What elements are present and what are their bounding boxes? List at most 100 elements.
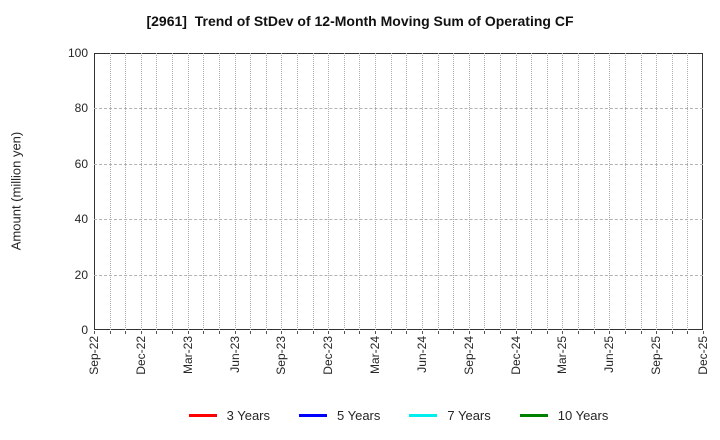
- legend-entry-10-years: 10 Years: [519, 408, 608, 423]
- x-tick-mark: [359, 331, 361, 334]
- x-tick-mark: [671, 331, 673, 334]
- gridline-vertical: [109, 53, 111, 330]
- x-tick-mark: [421, 331, 423, 334]
- x-tick-label: Dec-22: [133, 336, 148, 375]
- x-tick-mark: [515, 331, 517, 334]
- x-tick-mark: [125, 331, 127, 334]
- x-tick-mark: [468, 331, 470, 334]
- legend-label: 7 Years: [447, 408, 491, 423]
- gridline-vertical: [281, 53, 283, 330]
- gridline-vertical: [156, 53, 158, 330]
- gridline-vertical: [218, 53, 220, 330]
- x-tick-label: Sep-24: [461, 336, 476, 375]
- x-tick-mark: [562, 331, 564, 334]
- x-tick-mark: [343, 331, 345, 334]
- gridline-vertical: [187, 53, 189, 330]
- y-axis-label: Amount (million yen): [8, 131, 24, 251]
- x-tick-label: Sep-22: [87, 336, 101, 375]
- x-tick-mark: [297, 331, 298, 334]
- x-tick-mark: [484, 331, 486, 334]
- gridline-vertical: [203, 53, 205, 330]
- x-tick-mark: [624, 331, 626, 334]
- x-tick-mark: [687, 331, 689, 334]
- gridline-vertical: [140, 53, 142, 330]
- x-tick-mark: [656, 331, 658, 334]
- gridline-vertical: [468, 53, 470, 330]
- x-tick-mark: [203, 331, 205, 334]
- legend: 3 Years 5 Years 7 Years 10 Years: [94, 408, 703, 423]
- gridline-vertical: [437, 53, 439, 330]
- x-tick-mark: [640, 331, 642, 334]
- x-tick-mark: [593, 331, 595, 334]
- gridline-vertical: [234, 53, 236, 330]
- gridline-vertical: [671, 53, 673, 330]
- gridline-vertical: [265, 53, 267, 330]
- x-tick-mark: [703, 331, 704, 334]
- x-tick-mark: [406, 331, 408, 334]
- y-tick-label: 60: [74, 156, 88, 171]
- x-tick-mark: [281, 331, 283, 334]
- x-tick-label: Sep-25: [649, 336, 664, 375]
- gridline-vertical: [125, 53, 127, 330]
- gridline-vertical: [297, 53, 298, 330]
- x-tick-mark: [390, 331, 392, 334]
- x-tick-label: Mar-25: [555, 336, 570, 375]
- x-tick-label: Jun-23: [227, 336, 242, 373]
- x-tick-mark: [453, 331, 455, 334]
- gridline-vertical: [500, 53, 501, 330]
- gridline-vertical: [546, 53, 548, 330]
- x-tick-label: Jun-25: [602, 336, 617, 373]
- x-tick-label: Sep-23: [274, 336, 289, 375]
- x-tick-mark: [500, 331, 501, 334]
- x-tick-mark: [546, 331, 548, 334]
- x-tick-mark: [156, 331, 158, 334]
- x-tick-mark: [437, 331, 439, 334]
- gridline-vertical: [484, 53, 486, 330]
- gridline-vertical: [609, 53, 611, 330]
- x-tick-label: Mar-24: [368, 336, 383, 375]
- x-tick-mark: [375, 331, 377, 334]
- x-tick-mark: [265, 331, 267, 334]
- x-tick-mark: [94, 331, 95, 334]
- gridline-vertical: [453, 53, 455, 330]
- legend-line-swatch: [188, 414, 217, 417]
- gridline-vertical: [640, 53, 642, 330]
- x-tick-mark: [140, 331, 142, 334]
- gridline-vertical: [578, 53, 580, 330]
- x-tick-mark: [312, 331, 314, 334]
- gridline-vertical: [421, 53, 423, 330]
- gridline-vertical: [375, 53, 377, 330]
- legend-entry-5-years: 5 Years: [299, 408, 380, 423]
- legend-label: 3 Years: [226, 408, 270, 423]
- gridline-vertical: [656, 53, 658, 330]
- plot-area: [94, 53, 703, 330]
- chart-title: [2961] Trend of StDev of 12-Month Moving…: [146, 13, 574, 29]
- x-tick-label: Dec-23: [321, 336, 336, 375]
- x-tick-mark: [109, 331, 111, 334]
- x-tick-mark: [234, 331, 236, 334]
- legend-line-swatch: [299, 414, 327, 417]
- legend-entry-7-years: 7 Years: [409, 408, 491, 423]
- gridline-vertical: [359, 53, 361, 330]
- gridline-horizontal: [94, 108, 703, 110]
- gridline-vertical: [562, 53, 564, 330]
- x-tick-mark: [250, 331, 252, 334]
- y-tick-label: 100: [67, 46, 88, 60]
- gridline-vertical: [343, 53, 345, 330]
- x-tick-mark: [328, 331, 330, 334]
- gridline-vertical: [390, 53, 392, 330]
- x-tick-mark: [187, 331, 189, 334]
- gridline-vertical: [172, 53, 174, 330]
- x-tick-mark: [609, 331, 611, 334]
- x-tick-label: Mar-23: [180, 336, 195, 375]
- gridline-vertical: [515, 53, 517, 330]
- gridline-vertical: [624, 53, 626, 330]
- x-tick-label: Dec-25: [696, 336, 710, 375]
- y-tick-label: 0: [81, 323, 88, 337]
- legend-entry-3-years: 3 Years: [188, 408, 270, 423]
- gridline-vertical: [406, 53, 408, 330]
- y-tick-label: 20: [74, 267, 88, 282]
- y-tick-label: 40: [74, 212, 88, 227]
- gridline-vertical: [328, 53, 330, 330]
